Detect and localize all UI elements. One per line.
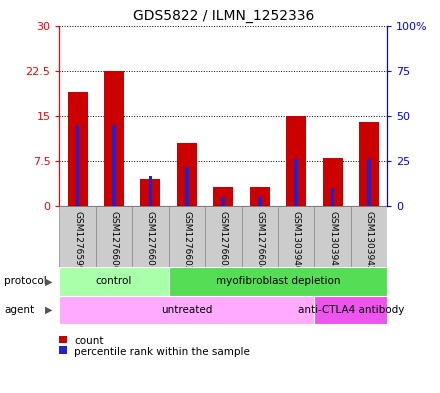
Text: GSM1276601: GSM1276601 <box>146 211 155 272</box>
Bar <box>96 206 132 267</box>
Bar <box>104 71 124 206</box>
Bar <box>314 296 387 324</box>
Bar <box>68 92 88 206</box>
Bar <box>367 159 371 206</box>
Bar <box>314 206 351 267</box>
Bar <box>169 267 387 296</box>
Bar <box>132 206 169 267</box>
Bar <box>242 206 278 267</box>
Text: protocol: protocol <box>4 276 47 286</box>
Bar <box>331 188 334 206</box>
Text: GSM1303940: GSM1303940 <box>292 211 301 272</box>
Bar <box>169 206 205 267</box>
Text: anti-CTLA4 antibody: anti-CTLA4 antibody <box>297 305 404 315</box>
Text: myofibroblast depletion: myofibroblast depletion <box>216 276 340 286</box>
Bar <box>112 125 116 206</box>
Text: agent: agent <box>4 305 34 315</box>
Text: GSM1276603: GSM1276603 <box>219 211 228 272</box>
Bar <box>59 267 169 296</box>
Bar <box>323 158 343 206</box>
Bar <box>221 197 225 206</box>
Text: GSM1276599: GSM1276599 <box>73 211 82 272</box>
Bar <box>205 206 242 267</box>
Text: GSM1303941: GSM1303941 <box>328 211 337 272</box>
Text: GSM1276602: GSM1276602 <box>182 211 191 272</box>
Text: count: count <box>74 336 103 346</box>
Bar <box>294 159 298 206</box>
Bar <box>351 206 387 267</box>
Bar <box>140 179 161 206</box>
Bar <box>59 206 96 267</box>
Title: GDS5822 / ILMN_1252336: GDS5822 / ILMN_1252336 <box>132 9 314 23</box>
Text: percentile rank within the sample: percentile rank within the sample <box>74 347 250 357</box>
Text: ▶: ▶ <box>45 276 53 286</box>
Bar <box>286 116 306 206</box>
Bar <box>177 143 197 206</box>
Bar <box>149 176 152 206</box>
Bar <box>76 125 79 206</box>
Text: GSM1276600: GSM1276600 <box>110 211 118 272</box>
Text: control: control <box>96 276 132 286</box>
Text: GSM1303942: GSM1303942 <box>364 211 374 272</box>
Bar <box>59 296 314 324</box>
Bar <box>278 206 314 267</box>
Bar <box>359 122 379 206</box>
Text: untreated: untreated <box>161 305 213 315</box>
Bar <box>213 187 233 206</box>
Bar <box>258 197 261 206</box>
Bar <box>250 187 270 206</box>
Text: ▶: ▶ <box>45 305 53 315</box>
Bar <box>185 167 189 206</box>
Text: GSM1276604: GSM1276604 <box>255 211 264 272</box>
